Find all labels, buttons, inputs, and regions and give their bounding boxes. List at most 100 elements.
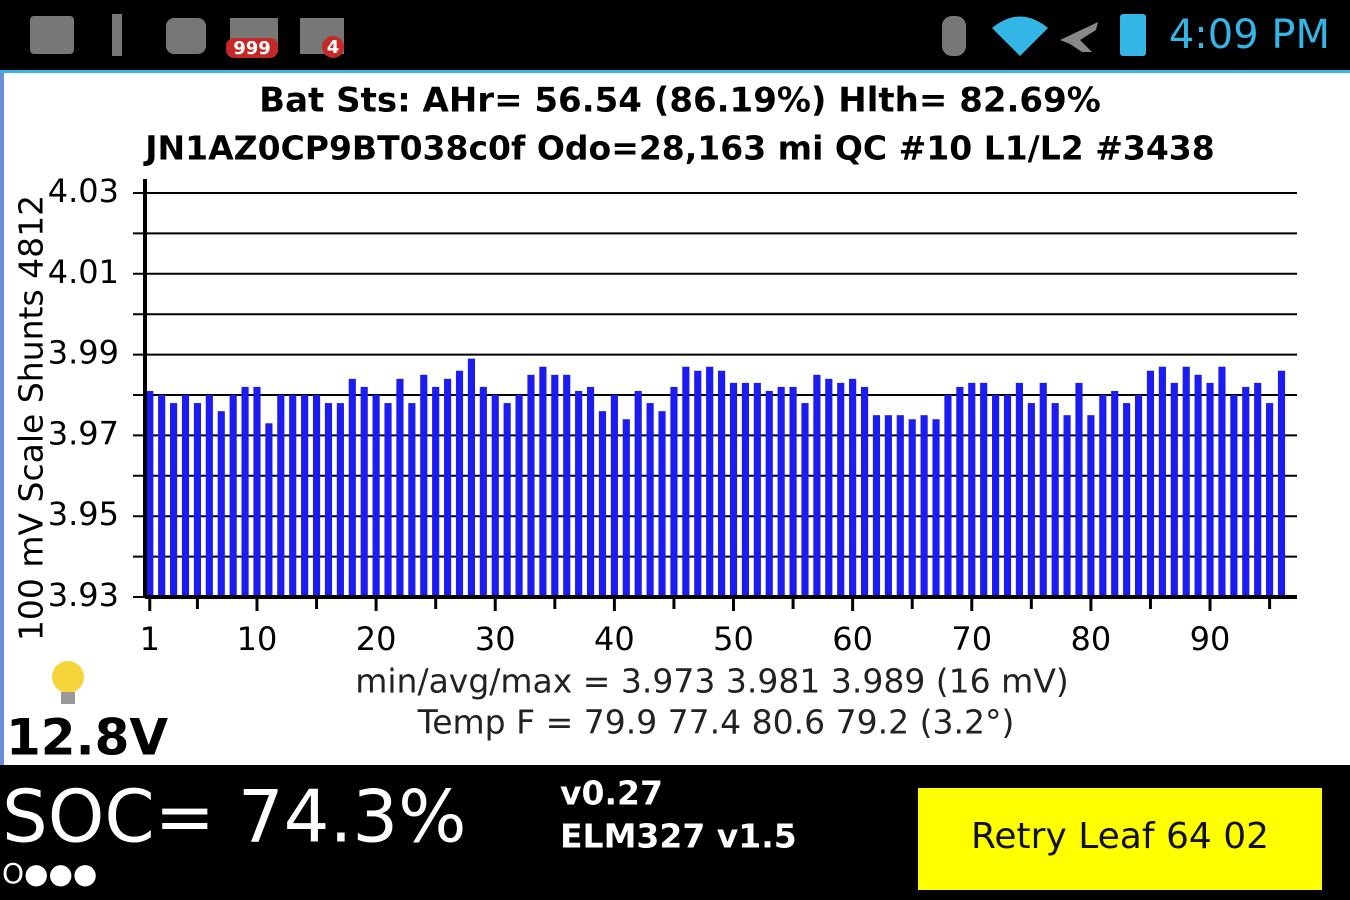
bar: [1218, 366, 1226, 597]
bar: [301, 395, 309, 597]
bar: [1266, 403, 1274, 597]
bar: [515, 395, 523, 597]
bar: [360, 386, 368, 597]
bar: [432, 386, 440, 597]
bar: [312, 395, 321, 597]
clock: 4:09 PM: [1169, 12, 1330, 58]
bar: [706, 366, 714, 597]
bar: [1277, 370, 1286, 597]
bar: [622, 419, 630, 597]
bar: [610, 395, 618, 597]
x-tick-label: 40: [594, 620, 635, 658]
bar: [158, 395, 166, 597]
bar: [503, 403, 511, 597]
bar: [837, 382, 845, 597]
bar: [586, 386, 595, 597]
chart-title: Bat Sts: AHr= 56.54 (86.19%) Hlth= 82.69…: [259, 81, 1101, 121]
bar: [1158, 366, 1166, 597]
bar: [1242, 386, 1250, 597]
bar: [396, 378, 404, 597]
bar: [408, 403, 416, 597]
icon: [30, 16, 74, 54]
bar: [289, 395, 297, 597]
annotation: min/avg/max = 3.973 3.981 3.989 (16 mV): [355, 662, 1069, 701]
y-tick-label: 3.97: [48, 414, 119, 452]
bar: [1194, 374, 1202, 597]
bar: [658, 411, 666, 597]
y-tick-label: 3.99: [48, 334, 119, 372]
bar: [1111, 390, 1119, 597]
bar: [980, 382, 988, 597]
x-tick-label: 70: [951, 620, 992, 658]
bar: [479, 386, 487, 597]
bar: [1123, 403, 1131, 597]
y-tick-label: 4.01: [48, 253, 119, 291]
bar: [193, 403, 201, 597]
bar: [884, 415, 892, 597]
bar: [324, 403, 333, 597]
retry-button[interactable]: [918, 788, 1322, 890]
badge: [322, 36, 344, 58]
bar: [1254, 382, 1262, 597]
chart: Bat Sts: AHr= 56.54 (86.19%) Hlth= 82.69…: [12, 81, 1297, 742]
bar: [992, 395, 1000, 597]
soc: SOC= 74.3%: [2, 775, 467, 859]
bar: [956, 386, 964, 597]
x-tick-label: 90: [1190, 620, 1231, 658]
bar: [777, 386, 785, 597]
bar: [1075, 382, 1083, 597]
bar: [444, 378, 452, 597]
bar: [908, 419, 916, 597]
bar: [467, 358, 475, 597]
bar: [789, 386, 797, 597]
bar: [932, 419, 940, 597]
badge-text: 999: [233, 38, 271, 59]
edge: [0, 73, 4, 765]
bar: [336, 403, 344, 597]
y-tick-label: 3.95: [48, 495, 119, 533]
bar: [718, 370, 726, 597]
bar: [575, 390, 583, 597]
x-tick-label: 30: [475, 620, 516, 658]
bar: [1051, 403, 1059, 597]
bar: [527, 374, 535, 597]
bar: [801, 403, 809, 597]
wifi-icon: [992, 16, 1048, 56]
bar: [694, 370, 702, 597]
bar: [241, 386, 249, 597]
bar: [455, 370, 464, 597]
bar: [1063, 415, 1071, 597]
bar: [646, 403, 654, 597]
bar: [729, 382, 738, 597]
bar: [1003, 395, 1012, 597]
bar: [1170, 382, 1178, 597]
bar: [205, 395, 213, 597]
x-tick-label: 80: [1071, 620, 1112, 658]
bar: [253, 386, 261, 597]
bar: [1134, 395, 1143, 597]
annotation: Temp F = 79.9 77.4 80.6 79.2 (3.2°): [417, 703, 1015, 742]
voltage: 12.8V: [6, 709, 168, 767]
bar: [372, 395, 380, 597]
bar: [491, 395, 499, 597]
bar: [265, 423, 273, 597]
x-tick-label: 60: [832, 620, 873, 658]
bar: [1087, 415, 1095, 597]
bar: [825, 378, 833, 597]
bulb-icon: [52, 661, 84, 693]
bar: [217, 411, 225, 597]
bar: [741, 382, 749, 597]
bar: [420, 374, 428, 597]
bar: [682, 366, 690, 597]
bulb-base: [61, 692, 75, 704]
progress: O●●●: [2, 857, 97, 890]
bar: [634, 390, 642, 597]
retry-button-label[interactable]: Retry Leaf 64 02: [971, 816, 1269, 857]
bar: [551, 374, 559, 597]
bar: [348, 378, 356, 597]
bar: [968, 382, 976, 597]
x-tick-label: 10: [237, 620, 278, 658]
bar: [920, 415, 928, 597]
bar: [1230, 395, 1238, 597]
